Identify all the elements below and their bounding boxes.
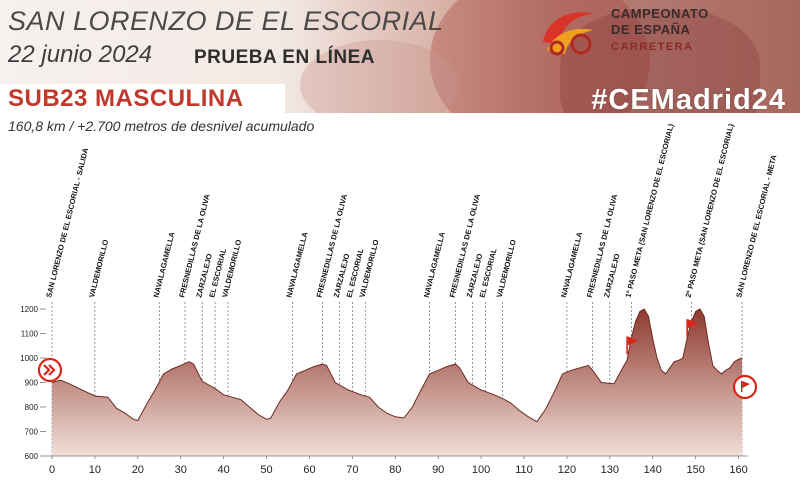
flag-icon bbox=[626, 336, 639, 355]
y-tick-label: 1200 bbox=[20, 305, 38, 314]
waypoint-label: NAVALAGAMELLA bbox=[151, 231, 176, 299]
hashtag: #CEMadrid24 bbox=[591, 84, 786, 116]
y-tick-label: 800 bbox=[25, 403, 39, 412]
waypoint-label: SAN LORENZO DE EL ESCORIAL - META bbox=[734, 153, 778, 298]
logo-line-3: CARRETERA bbox=[611, 41, 694, 53]
x-tick-label: 0 bbox=[49, 464, 55, 476]
elevation-area bbox=[52, 309, 742, 456]
y-tick-label: 900 bbox=[25, 379, 39, 388]
waypoint-label: NAVALAGAMELLA bbox=[559, 231, 584, 299]
finish-flag-pole bbox=[741, 381, 743, 392]
x-tick-label: 70 bbox=[346, 464, 358, 476]
x-tick-label: 20 bbox=[132, 464, 144, 476]
waypoint-label: VALDEMORILLO bbox=[220, 238, 243, 298]
race-category: SUB23 MASCULINA bbox=[8, 85, 244, 112]
waypoint-label: NAVALAGAMELLA bbox=[285, 231, 310, 299]
campeonato-emblem-icon bbox=[543, 12, 595, 56]
x-tick-label: 60 bbox=[303, 464, 315, 476]
waypoint-label: 2º PASO META (SAN LORENZO DE EL ESCORIAL… bbox=[684, 122, 736, 298]
banner-photo-shape bbox=[560, 10, 760, 113]
x-tick-label: 40 bbox=[218, 464, 230, 476]
y-tick-label: 1100 bbox=[21, 330, 39, 339]
route-summary: 160,8 km / +2.700 metros de desnivel acu… bbox=[8, 118, 315, 134]
flag-icon bbox=[686, 319, 699, 338]
banner-photo-shape bbox=[430, 0, 650, 113]
flag-pole bbox=[686, 319, 688, 338]
x-tick-label: 80 bbox=[389, 464, 401, 476]
logo-line-2: DE ESPAÑA bbox=[611, 22, 691, 37]
waypoint-label: 1º PASO META (SAN LORENZO DE EL ESCORIAL… bbox=[623, 122, 675, 298]
flag-cloth bbox=[687, 319, 699, 329]
start-chevrons-icon bbox=[43, 364, 56, 376]
y-tick-label: 600 bbox=[25, 452, 39, 461]
waypoint-label: VALDEMORILLO bbox=[87, 238, 110, 298]
finish-flag-icon bbox=[742, 381, 750, 388]
championship-logo: CAMPEONATO DE ESPAÑA CARRETERA bbox=[537, 4, 777, 60]
logo-line-1: CAMPEONATO bbox=[611, 6, 709, 21]
waypoint-label: ZARZALEJO bbox=[602, 252, 622, 298]
x-tick-label: 50 bbox=[260, 464, 272, 476]
elevation-line bbox=[51, 308, 743, 423]
waypoint-label: VALDEMORILLO bbox=[357, 238, 380, 298]
y-tick-label: 700 bbox=[25, 428, 39, 437]
x-tick-label: 30 bbox=[175, 464, 187, 476]
banner-photo-shape bbox=[300, 40, 460, 113]
flag-pole bbox=[626, 336, 628, 355]
y-tick-label: 1000 bbox=[20, 354, 38, 363]
flag-cloth bbox=[627, 336, 639, 346]
page-title: SAN LORENZO DE EL ESCORIAL bbox=[8, 6, 444, 36]
x-tick-label: 110 bbox=[515, 464, 533, 476]
waypoint-label: NAVALAGAMELLA bbox=[422, 231, 447, 299]
waypoint-label: VALDEMORILLO bbox=[495, 238, 518, 298]
finish-marker-icon bbox=[732, 374, 758, 400]
x-tick-label: 120 bbox=[558, 464, 576, 476]
x-tick-label: 10 bbox=[89, 464, 101, 476]
race-date: 22 junio 2024 bbox=[8, 41, 153, 68]
race-type: PRUEBA EN LÍNEA bbox=[194, 47, 375, 68]
category-band bbox=[0, 84, 285, 113]
waypoint-label: SAN LORENZO DE EL ESCORIAL - SALIDA bbox=[44, 146, 90, 298]
x-tick-label: 90 bbox=[432, 464, 444, 476]
x-tick-label: 100 bbox=[472, 464, 490, 476]
x-tick-label: 160 bbox=[729, 464, 747, 476]
x-tick-label: 130 bbox=[601, 464, 619, 476]
x-tick-label: 140 bbox=[644, 464, 662, 476]
x-tick-label: 150 bbox=[686, 464, 704, 476]
